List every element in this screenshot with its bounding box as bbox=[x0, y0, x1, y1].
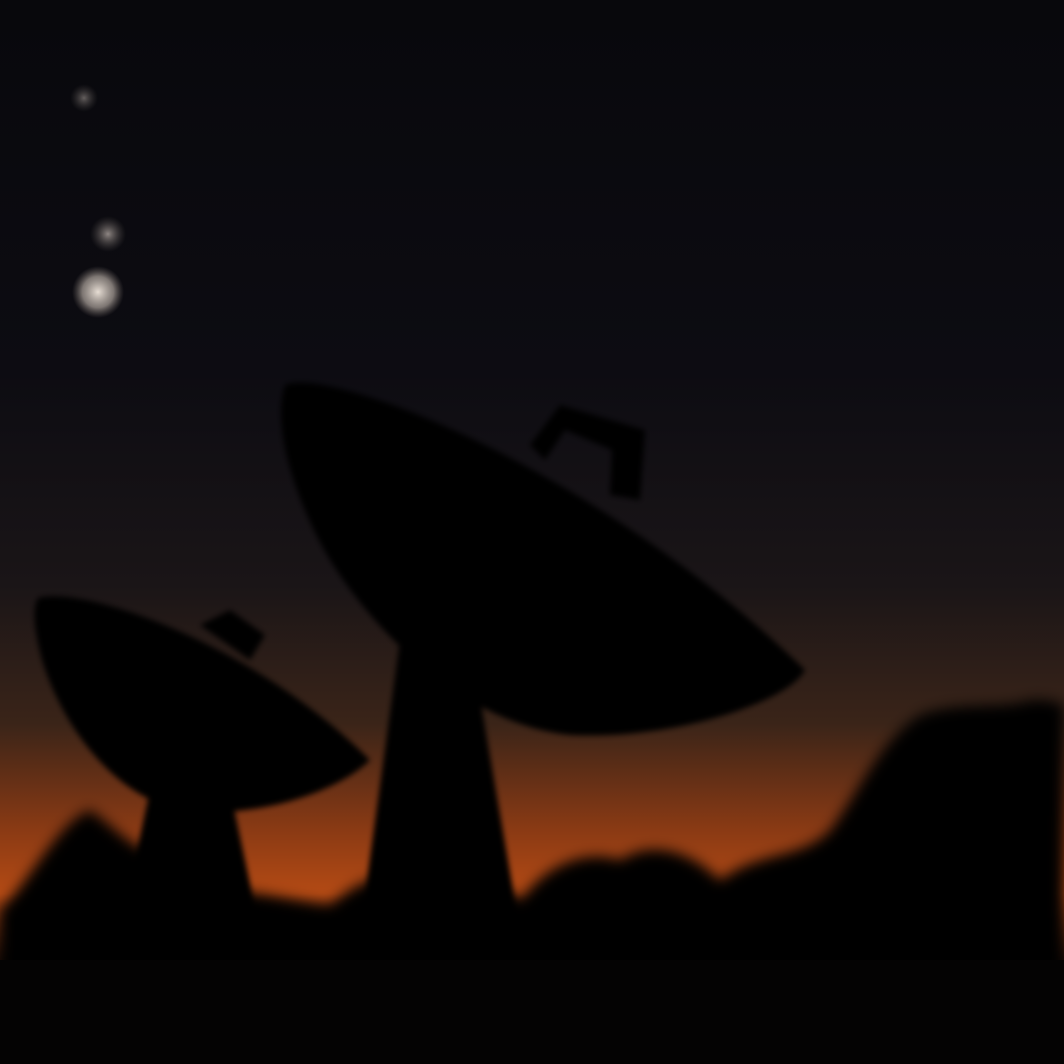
moon-crescent bbox=[72, 266, 124, 318]
planet-jupiter bbox=[70, 84, 98, 112]
large-dish bbox=[281, 382, 805, 930]
planet-venus bbox=[90, 216, 126, 252]
foreground-ground bbox=[0, 960, 1064, 1064]
